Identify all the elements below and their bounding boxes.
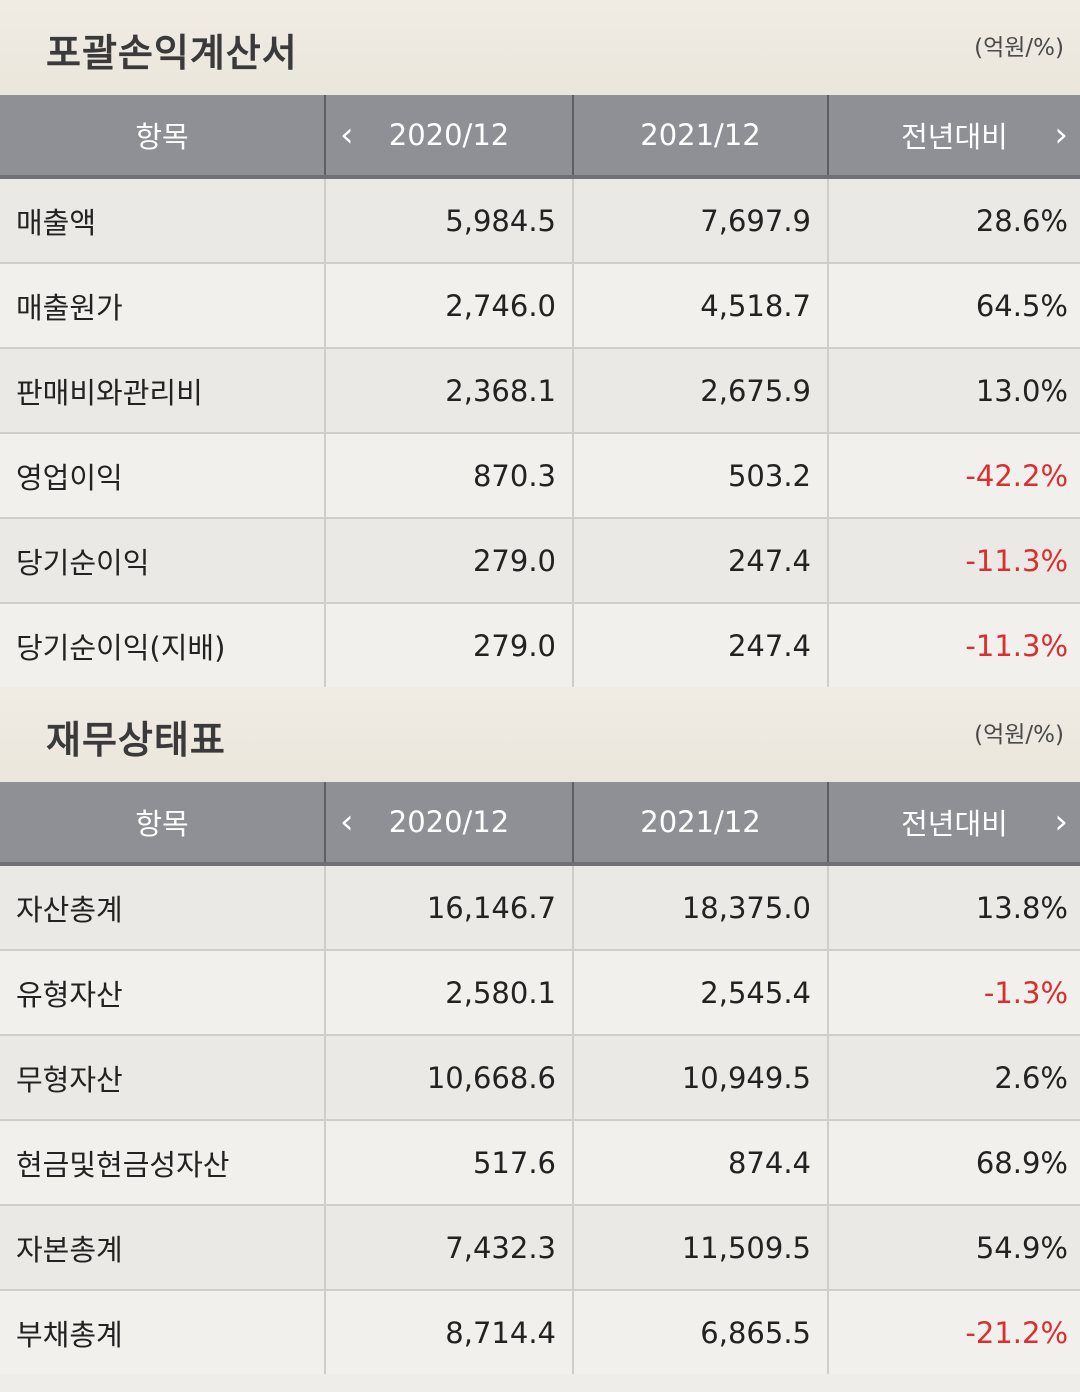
income-statement-header: 포괄손익계산서 (억원/%)	[0, 0, 1080, 95]
table-row: 부채총계 8,714.4 6,865.5 -21.2%	[0, 1289, 1080, 1374]
value-2021: 247.4	[572, 517, 828, 603]
table-row: 무형자산 10,668.6 10,949.5 2.6%	[0, 1034, 1080, 1120]
value-2021: 2,675.9	[572, 347, 828, 433]
row-label: 무형자산	[0, 1034, 325, 1120]
value-yoy-change: 68.9%	[827, 1119, 1080, 1205]
table-row: 매출원가 2,746.0 4,518.7 64.5%	[0, 262, 1080, 348]
row-label: 당기순이익(지배)	[0, 602, 325, 687]
row-label: 판매비와관리비	[0, 347, 325, 433]
table-row: 유형자산 2,580.1 2,545.4 -1.3%	[0, 949, 1080, 1035]
column-header-item-label: 항목	[135, 120, 189, 154]
column-header-2021-label: 2021/12	[640, 805, 761, 839]
row-label: 자본총계	[0, 1204, 325, 1290]
value-2021: 503.2	[572, 432, 828, 518]
column-header-2020: ‹ 2020/12	[324, 782, 573, 866]
chevron-right-icon[interactable]: ›	[1054, 115, 1068, 155]
chevron-left-icon[interactable]: ‹	[340, 802, 354, 842]
value-yoy-change: -21.2%	[827, 1289, 1080, 1374]
table-row: 판매비와관리비 2,368.1 2,675.9 13.0%	[0, 347, 1080, 433]
value-2020: 870.3	[324, 432, 573, 518]
table-header-row: 항목 ‹ 2020/12 2021/12 전년대비 ›	[0, 782, 1080, 866]
row-label: 영업이익	[0, 432, 325, 518]
column-header-yoy-label: 전년대비	[901, 120, 1008, 154]
value-2020: 517.6	[324, 1119, 573, 1205]
table-header-row: 항목 ‹ 2020/12 2021/12 전년대비 ›	[0, 95, 1080, 179]
value-2021: 874.4	[572, 1119, 828, 1205]
value-yoy-change: 13.8%	[827, 863, 1080, 950]
value-yoy-change: 28.6%	[827, 176, 1080, 263]
income-statement-table: 항목 ‹ 2020/12 2021/12 전년대비 › 매출액 5,984.5 7,…	[0, 95, 1080, 687]
value-yoy-change: -1.3%	[827, 949, 1080, 1035]
table-row: 현금및현금성자산 517.6 874.4 68.9%	[0, 1119, 1080, 1205]
value-2020: 279.0	[324, 602, 573, 687]
value-2020: 2,746.0	[324, 262, 573, 348]
row-label: 현금및현금성자산	[0, 1119, 325, 1205]
value-yoy-change: 64.5%	[827, 262, 1080, 348]
row-label: 매출원가	[0, 262, 325, 348]
value-2020: 7,432.3	[324, 1204, 573, 1290]
table-row: 영업이익 870.3 503.2 -42.2%	[0, 432, 1080, 518]
value-2020: 8,714.4	[324, 1289, 573, 1374]
value-2020: 279.0	[324, 517, 573, 603]
column-header-item: 항목	[0, 95, 325, 179]
chevron-left-icon[interactable]: ‹	[340, 115, 354, 155]
column-header-yoy-label: 전년대비	[901, 807, 1008, 841]
column-header-2021: 2021/12	[572, 782, 828, 866]
row-label: 자산총계	[0, 863, 325, 950]
row-label: 부채총계	[0, 1289, 325, 1374]
table-row: 자본총계 7,432.3 11,509.5 54.9%	[0, 1204, 1080, 1290]
value-2020: 2,368.1	[324, 347, 573, 433]
row-label: 매출액	[0, 176, 325, 263]
row-label: 유형자산	[0, 949, 325, 1035]
row-label: 당기순이익	[0, 517, 325, 603]
chevron-right-icon[interactable]: ›	[1054, 802, 1068, 842]
value-2021: 11,509.5	[572, 1204, 828, 1290]
value-yoy-change: -11.3%	[827, 602, 1080, 687]
balance-sheet-header: 재무상태표 (억원/%)	[0, 687, 1080, 782]
income-statement-unit: (억원/%)	[974, 35, 1064, 61]
value-2021: 10,949.5	[572, 1034, 828, 1120]
column-header-2020-label: 2020/12	[388, 805, 510, 839]
value-2020: 10,668.6	[324, 1034, 573, 1120]
column-header-item-label: 항목	[135, 807, 189, 841]
value-2021: 247.4	[572, 602, 828, 687]
income-statement-title: 포괄손익계산서	[46, 31, 298, 75]
value-2021: 2,545.4	[572, 949, 828, 1035]
column-header-2021: 2021/12	[572, 95, 828, 179]
table-row: 당기순이익(지배) 279.0 247.4 -11.3%	[0, 602, 1080, 687]
value-2021: 18,375.0	[572, 863, 828, 950]
column-header-2021-label: 2021/12	[640, 118, 761, 152]
value-yoy-change: -11.3%	[827, 517, 1080, 603]
table-row: 매출액 5,984.5 7,697.9 28.6%	[0, 176, 1080, 263]
column-header-2020: ‹ 2020/12	[324, 95, 573, 179]
column-header-yoy: 전년대비 ›	[827, 782, 1080, 866]
value-yoy-change: -42.2%	[827, 432, 1080, 518]
table-row: 자산총계 16,146.7 18,375.0 13.8%	[0, 863, 1080, 950]
value-yoy-change: 54.9%	[827, 1204, 1080, 1290]
value-yoy-change: 2.6%	[827, 1034, 1080, 1120]
value-2020: 5,984.5	[324, 176, 573, 263]
value-2021: 4,518.7	[572, 262, 828, 348]
value-yoy-change: 13.0%	[827, 347, 1080, 433]
balance-sheet-title: 재무상태표	[46, 718, 226, 762]
value-2021: 6,865.5	[572, 1289, 828, 1374]
column-header-yoy: 전년대비 ›	[827, 95, 1080, 179]
column-header-2020-label: 2020/12	[388, 118, 510, 152]
column-header-item: 항목	[0, 782, 325, 866]
value-2020: 2,580.1	[324, 949, 573, 1035]
table-row: 당기순이익 279.0 247.4 -11.3%	[0, 517, 1080, 603]
balance-sheet-table: 항목 ‹ 2020/12 2021/12 전년대비 › 자산총계 16,146.7…	[0, 782, 1080, 1374]
balance-sheet-unit: (억원/%)	[974, 722, 1064, 748]
value-2020: 16,146.7	[324, 863, 573, 950]
value-2021: 7,697.9	[572, 176, 828, 263]
